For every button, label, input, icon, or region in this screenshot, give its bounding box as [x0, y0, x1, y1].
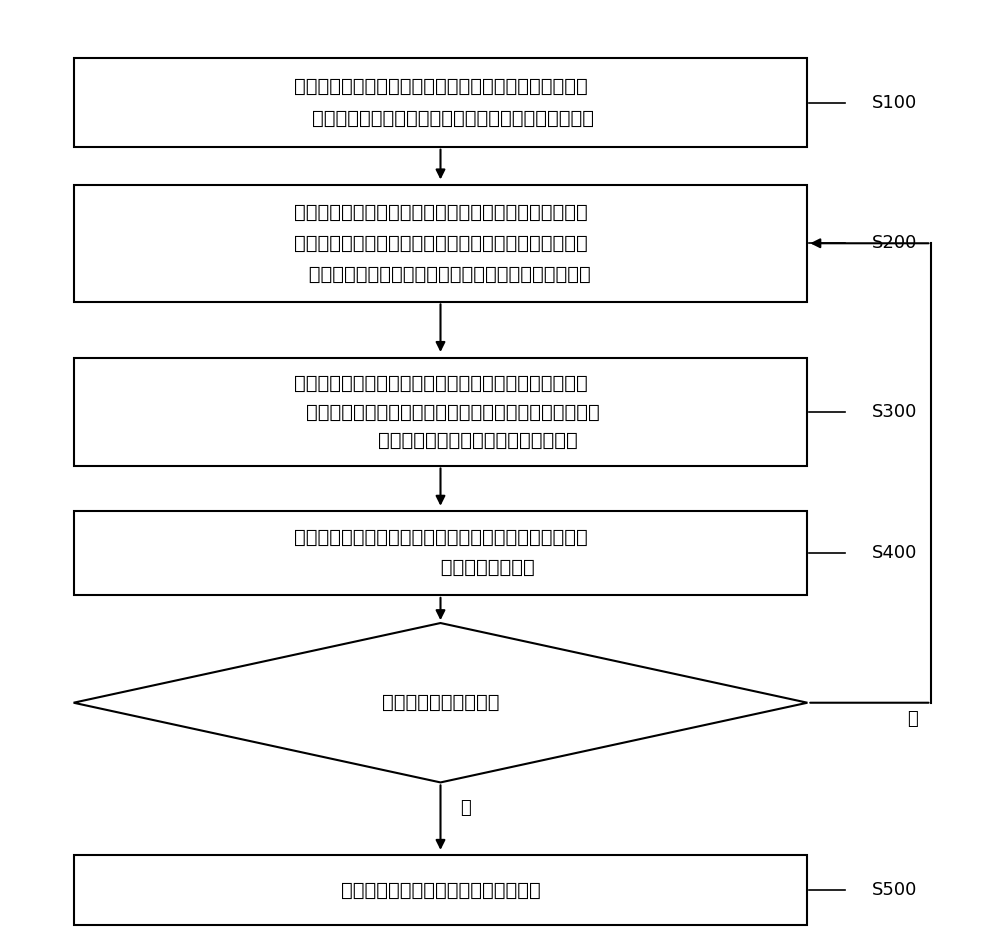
Text: 图斑是否发生变化: 图斑是否发生变化	[347, 558, 534, 577]
Text: 还有未判断的分割图斑: 还有未判断的分割图斑	[382, 693, 499, 712]
Text: 否: 否	[460, 798, 471, 816]
Text: 选定一个分割图斑，提取所选定的分割图斑对应的前一时: 选定一个分割图斑，提取所选定的分割图斑对应的前一时	[294, 203, 587, 222]
Text: S100: S100	[872, 94, 917, 112]
Bar	[74, 855, 807, 925]
Text: 遥感影像进行分割，获取后一时相遥感影像的分割图斑: 遥感影像进行分割，获取后一时相遥感影像的分割图斑	[287, 109, 594, 128]
Text: 提取所选定的分割图斑对应的后一时相遥感影像的与前一: 提取所选定的分割图斑对应的后一时相遥感影像的与前一	[294, 375, 587, 394]
Text: S200: S200	[872, 235, 917, 253]
Bar	[74, 511, 807, 595]
Text: 计算所有发生变化的分割图斑的总面积: 计算所有发生变化的分割图斑的总面积	[341, 881, 540, 900]
Text: 是: 是	[907, 710, 918, 727]
Text: 通过比较后一空间向量和前一空间向量判断所选择的分割: 通过比较后一空间向量和前一空间向量判断所选择的分割	[294, 528, 587, 547]
Text: S300: S300	[872, 403, 917, 421]
Polygon shape	[74, 623, 807, 782]
Text: 据后一空间特征向量构建后一空间向量: 据后一空间特征向量构建后一空间向量	[303, 431, 578, 450]
Text: S500: S500	[872, 882, 917, 900]
Bar	[74, 184, 807, 302]
Text: 向量特征，并根据前一空间向量特征构建前一空间向量: 向量特征，并根据前一空间向量特征构建前一空间向量	[290, 265, 591, 284]
Bar	[74, 58, 807, 148]
Bar	[74, 359, 807, 466]
Text: S400: S400	[872, 544, 917, 562]
Text: 空间向量特征相对应的特征构成后一空间向量特征，并根: 空间向量特征相对应的特征构成后一空间向量特征，并根	[281, 403, 600, 422]
Text: 相遥感影像区域的全部或部分遥感影像特征构成前一空间: 相遥感影像区域的全部或部分遥感影像特征构成前一空间	[294, 234, 587, 253]
Text: 以前一时相遥感影像相对应的矢量图斑为基准对后一时相: 以前一时相遥感影像相对应的矢量图斑为基准对后一时相	[294, 78, 587, 96]
